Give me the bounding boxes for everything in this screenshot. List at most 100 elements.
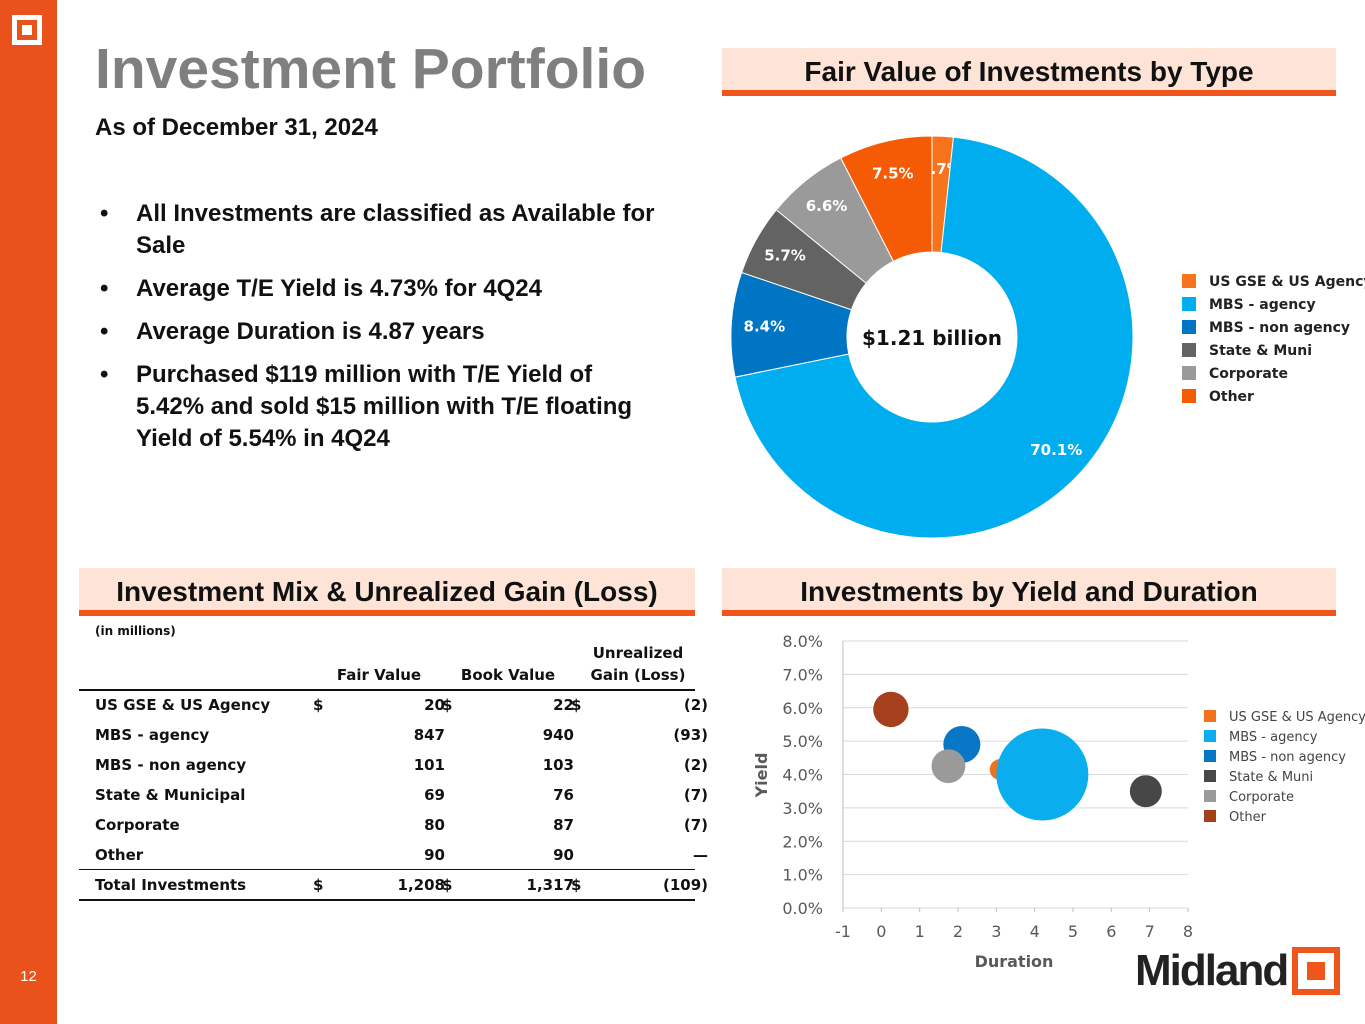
- y-tick-label: 6.0%: [782, 699, 823, 718]
- data-label: 8.4%: [744, 317, 786, 335]
- cell: 1,208: [397, 876, 445, 894]
- legend-swatch: [1204, 710, 1216, 722]
- y-tick-label: 1.0%: [782, 866, 823, 885]
- row-label: MBS - agency: [95, 726, 210, 744]
- cell: 80: [424, 816, 445, 834]
- x-tick-label: 8: [1183, 922, 1193, 941]
- column-header: Fair Value: [336, 666, 422, 684]
- pie-slice: [734, 136, 1134, 539]
- row-label: State & Municipal: [95, 786, 246, 804]
- cell: 90: [553, 846, 574, 864]
- section-header: Investment Mix & Unrealized Gain (Loss): [79, 568, 695, 616]
- x-tick-label: 3: [991, 922, 1001, 941]
- legend-label: Other: [1209, 389, 1254, 405]
- legend-swatch: [1182, 320, 1196, 334]
- cell: 1,317: [526, 876, 574, 894]
- x-tick-label: 4: [1030, 922, 1040, 941]
- x-tick-label: 2: [953, 922, 963, 941]
- section-header: Investments by Yield and Duration: [722, 568, 1336, 616]
- legend-label: State & Muni: [1229, 770, 1313, 785]
- row-label: MBS - non agency: [95, 756, 247, 774]
- cell: 103: [542, 756, 574, 774]
- bubble: [996, 728, 1089, 821]
- legend-swatch: [1204, 750, 1216, 762]
- x-tick-label: 1: [915, 922, 925, 941]
- cell: 847: [413, 726, 445, 744]
- row-label: Other: [95, 846, 144, 864]
- bubble: [873, 691, 909, 728]
- table-rule: [79, 869, 695, 870]
- cell: 22: [553, 696, 574, 714]
- title: Investment Portfolio: [95, 37, 647, 101]
- y-tick-label: 7.0%: [782, 665, 823, 684]
- cell: 940: [542, 726, 574, 744]
- cell: 87: [553, 816, 574, 834]
- subtitle: As of December 31, 2024: [95, 114, 378, 141]
- cell: (2): [683, 756, 708, 774]
- bubble: [931, 749, 966, 784]
- column-header: Unrealized Gain (Loss): [590, 644, 686, 684]
- legend-swatch: [1182, 343, 1196, 357]
- cell: 20: [424, 696, 445, 714]
- cell: 76: [553, 786, 574, 804]
- currency: $: [442, 696, 453, 714]
- page-number: 12: [20, 968, 37, 985]
- bullet-list: All Investments are classified as Availa…: [96, 198, 656, 466]
- y-tick-label: 2.0%: [782, 832, 823, 851]
- legend-label: US GSE & US Agency: [1229, 710, 1365, 725]
- currency: $: [313, 876, 324, 894]
- bullet: All Investments are classified as Availa…: [96, 198, 656, 262]
- section-header: Fair Value of Investments by Type: [722, 48, 1336, 96]
- x-tick-label: 5: [1068, 922, 1078, 941]
- cell: (93): [673, 726, 708, 744]
- y-tick-label: 8.0%: [782, 632, 823, 651]
- legend-label: MBS - non agency: [1229, 750, 1346, 765]
- table-rule: [79, 899, 695, 901]
- y-tick-label: 4.0%: [782, 766, 823, 785]
- side-bar: [0, 0, 57, 1024]
- data-label: 5.7%: [764, 247, 806, 265]
- cell: 90: [424, 846, 445, 864]
- pie-slice: [840, 135, 933, 262]
- legend-label: MBS - agency: [1209, 297, 1316, 313]
- legend-swatch: [1204, 730, 1216, 742]
- x-tick-label: 7: [1145, 922, 1155, 941]
- legend-swatch: [1182, 274, 1196, 288]
- legend-label: Corporate: [1229, 790, 1294, 805]
- center-label: $1.21 billion: [862, 326, 1002, 350]
- y-tick-label: 3.0%: [782, 799, 823, 818]
- y-tick-label: 5.0%: [782, 732, 823, 751]
- cell: (2): [683, 696, 708, 714]
- table: (in millions) Fair Value Book Value Unreali…: [79, 620, 708, 920]
- logo-mark: [1292, 947, 1340, 995]
- legend-label: State & Muni: [1209, 343, 1312, 359]
- y-tick-label: 0.0%: [782, 899, 823, 918]
- currency: $: [313, 696, 324, 714]
- data-label: 7.5%: [872, 165, 914, 183]
- legend-swatch: [1204, 770, 1216, 782]
- logo-icon: [12, 15, 42, 45]
- legend-swatch: [1204, 790, 1216, 802]
- legend-label: MBS - non agency: [1209, 320, 1350, 336]
- x-tick-label: 6: [1106, 922, 1116, 941]
- legend-label: Other: [1229, 810, 1267, 825]
- currency: $: [442, 876, 453, 894]
- legend-label: Corporate: [1209, 366, 1288, 382]
- legend-swatch: [1204, 810, 1216, 822]
- currency: $: [571, 696, 582, 714]
- column-header: Book Value: [460, 666, 556, 684]
- table-rule: [79, 689, 695, 691]
- data-label: 70.1%: [1030, 441, 1082, 459]
- bubble: [1129, 775, 1162, 808]
- cell: (7): [683, 816, 708, 834]
- x-axis-title: Duration: [975, 952, 1054, 971]
- row-label: Total Investments: [95, 876, 247, 894]
- row-label: US GSE & US Agency: [95, 696, 271, 714]
- cell: 101: [413, 756, 445, 774]
- cell: —: [693, 846, 708, 864]
- x-tick-label: -1: [835, 922, 851, 941]
- data-label: 6.6%: [806, 197, 848, 215]
- bullet: Purchased $119 million with T/E Yield of…: [96, 359, 656, 455]
- bullet: Average T/E Yield is 4.73% for 4Q24: [96, 273, 656, 305]
